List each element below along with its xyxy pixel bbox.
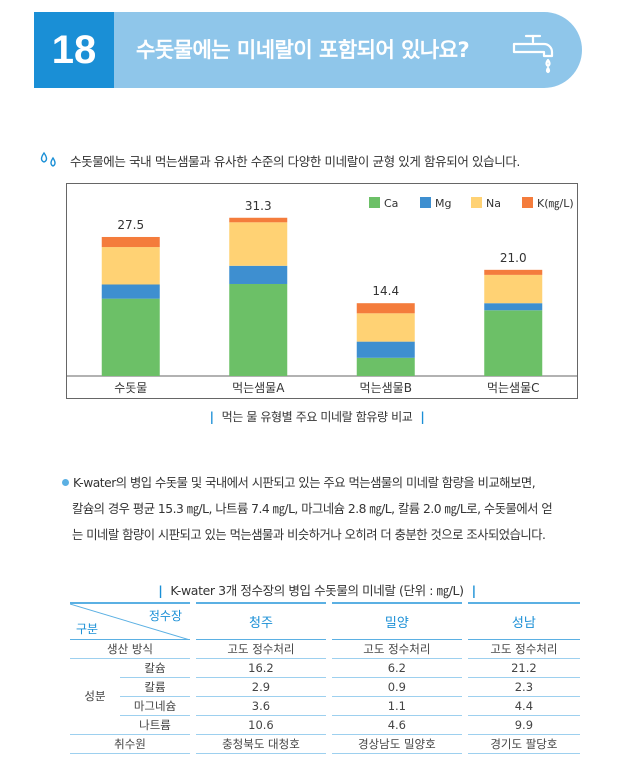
table-cell: 경상남도 밀양호 [331, 734, 462, 754]
mineral-table: 정수장 구분 청주 밀양 성남 생산 방식 고도 정수처리 고도 정수처리 고도… [70, 602, 580, 754]
legend-label: Ca [384, 197, 398, 210]
column-header-miryang: 밀양 [331, 602, 462, 640]
table-cell: 충청북도 대청호 [196, 734, 326, 754]
bar-segment-na [101, 247, 160, 285]
legend-label: Mg [435, 197, 451, 210]
bar-total-label: 27.5 [117, 218, 144, 232]
row-label: 칼륨 [120, 677, 190, 697]
table-row: 취수원 충청북도 대청호 경상남도 밀양호 경기도 팔당호 [70, 734, 580, 754]
corner-top-label: 정수장 [148, 609, 182, 623]
column-header-seongnam: 성남 [467, 602, 580, 640]
table-cell: 경기도 팔당호 [467, 734, 580, 754]
faucet-icon [512, 34, 554, 74]
banner-background [34, 12, 582, 88]
table-cell: 10.6 [196, 715, 326, 735]
bar-total-label: 21.0 [500, 251, 527, 265]
bar-segment-kl [229, 217, 288, 223]
legend-swatch [420, 197, 431, 208]
bar-segment-kl [484, 269, 543, 275]
table-row: 칼륨 2.9 0.9 2.3 [70, 677, 580, 697]
mineral-chart: 27.5 수돗물 31.3 먹는샘물A 14.4 먹는샘물B 21.0 먹는샘물C Ca Mg Na… [66, 183, 578, 399]
category-tick-label: 먹는샘물B [360, 381, 412, 395]
bar-total-label: 14.4 [372, 284, 399, 298]
table-cell: 2.3 [467, 677, 580, 697]
row-label: 취수원 [70, 734, 190, 754]
table-cell: 3.6 [196, 696, 326, 716]
bar-segment-na [484, 274, 543, 304]
table-cell: 0.9 [331, 677, 462, 697]
row-label: 칼슘 [120, 658, 190, 678]
diagonal-line [70, 604, 190, 640]
bar-segment-mg [484, 303, 543, 311]
intro-line: 수돗물에는 국내 먹는샘물과 유사한 수준의 다양한 미네랄이 균형 있게 함유… [38, 150, 520, 170]
table-cell: 6.2 [331, 658, 462, 678]
chart-caption: | 먹는 물 유형별 주요 미네랄 함유량 비교 | [0, 408, 634, 425]
column-header-cheongju: 청주 [196, 602, 326, 640]
bar-segment-mg [356, 341, 415, 358]
category-tick-label: 먹는샘물A [232, 381, 285, 395]
caption-bar-left: | [158, 583, 163, 598]
table-cell: 4.6 [331, 715, 462, 735]
paragraph-line-2: 칼슘의 경우 평균 15.3 ㎎/L, 나트륨 7.4 ㎎/L, 마그네슘 2.… [72, 502, 553, 516]
table-cell: 고도 정수처리 [467, 639, 580, 659]
table-cell: 16.2 [196, 658, 326, 678]
table-cell: 21.2 [467, 658, 580, 678]
page-title: 수돗물에는 미네랄이 포함되어 있나요? [136, 38, 470, 62]
table-caption: | K-water 3개 정수장의 병입 수돗물의 미네랄 (단위 : ㎎/L) | [0, 580, 634, 599]
legend-swatch [522, 197, 533, 208]
table-cell: 2.9 [196, 677, 326, 697]
caption-bar-right: | [420, 410, 425, 424]
bar-segment-kl [101, 236, 160, 248]
bar-segment-ca [229, 283, 288, 376]
table-row: 나트륨 10.6 4.6 9.9 [70, 715, 580, 735]
corner-bottom-label: 구분 [76, 621, 99, 636]
chart-canvas: 27.5 수돗물 31.3 먹는샘물A 14.4 먹는샘물B 21.0 먹는샘물C Ca Mg Na… [67, 197, 577, 395]
row-label: 마그네슘 [120, 696, 190, 716]
row-group-label: 성분 [70, 658, 120, 735]
category-tick-label: 먹는샘물C [487, 381, 540, 395]
table-cell: 9.9 [467, 715, 580, 735]
row-label: 나트륨 [120, 715, 190, 735]
paragraph-line-3: 는 미네랄 함량이 시판되고 있는 먹는샘물과 비슷하거나 오히려 더 충분한 … [72, 528, 546, 542]
section-number: 18 [34, 12, 114, 88]
table-row: 마그네슘 3.6 1.1 4.4 [70, 696, 580, 716]
legend-swatch [369, 197, 380, 208]
table-cell: 4.4 [467, 696, 580, 716]
bar-segment-na [356, 313, 415, 342]
row-label: 생산 방식 [70, 639, 190, 659]
intro-text: 수돗물에는 국내 먹는샘물과 유사한 수준의 다양한 미네랄이 균형 있게 함유… [70, 153, 521, 169]
legend-label: K(㎎/L) [537, 197, 574, 210]
category-tick-label: 수돗물 [114, 381, 147, 395]
bullet-icon [62, 479, 69, 486]
table-cell: 고도 정수처리 [331, 639, 462, 659]
bar-segment-ca [356, 357, 415, 376]
body-paragraph: K-water의 병입 수돗물 및 국내에서 시판되고 있는 주요 먹는샘물의 … [62, 470, 602, 548]
bar-segment-kl [356, 303, 415, 314]
table-corner-cell: 정수장 구분 [70, 602, 190, 640]
bar-segment-ca [484, 310, 543, 376]
caption-bar-left: | [209, 410, 214, 424]
bar-segment-ca [101, 298, 160, 376]
header-banner: 18 수돗물에는 미네랄이 포함되어 있나요? [34, 12, 582, 88]
table-cell: 고도 정수처리 [196, 639, 326, 659]
table-row: 생산 방식 고도 정수처리 고도 정수처리 고도 정수처리 [70, 639, 580, 659]
paragraph-line-1: K-water의 병입 수돗물 및 국내에서 시판되고 있는 주요 먹는샘물의 … [73, 476, 536, 490]
table-header-row: 정수장 구분 청주 밀양 성남 [70, 602, 580, 640]
legend-swatch [471, 197, 482, 208]
legend-label: Na [486, 197, 501, 210]
bar-segment-mg [229, 265, 288, 284]
table-caption-text: K-water 3개 정수장의 병입 수돗물의 미네랄 (단위 : ㎎/L) [170, 583, 464, 598]
caption-bar-right: | [471, 583, 477, 598]
bar-segment-mg [101, 284, 160, 299]
bar-segment-na [229, 222, 288, 266]
chart-caption-text: 먹는 물 유형별 주요 미네랄 함유량 비교 [221, 410, 413, 424]
table-row: 성분 칼슘 16.2 6.2 21.2 [70, 658, 580, 735]
water-drops-icon [40, 151, 56, 167]
table-cell: 1.1 [331, 696, 462, 716]
bar-total-label: 31.3 [245, 199, 272, 213]
